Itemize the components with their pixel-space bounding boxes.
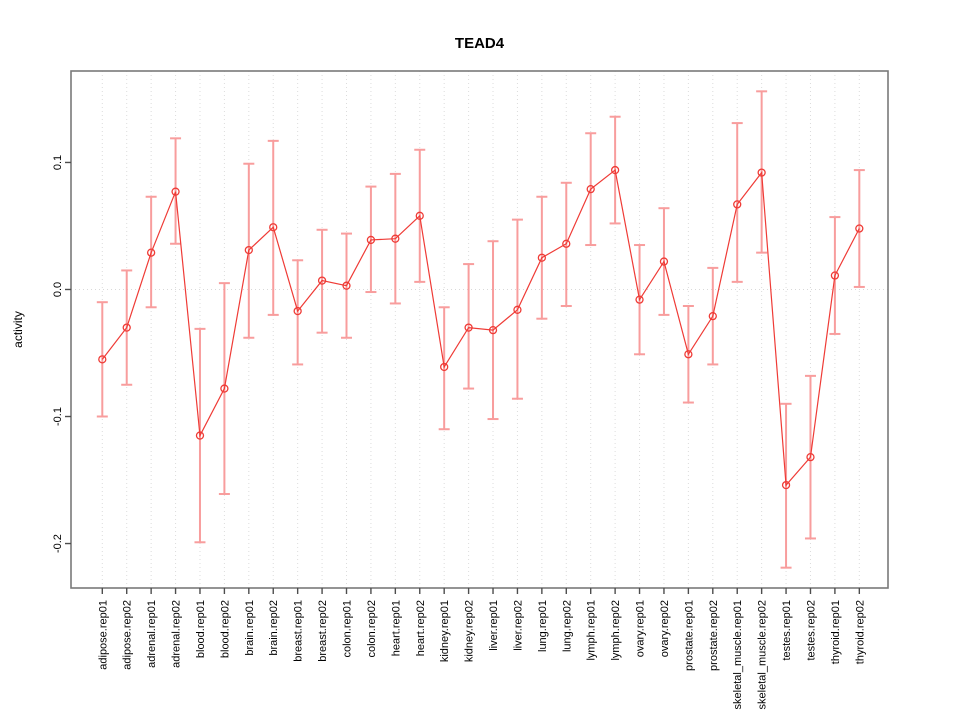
x-tick-label: lymph.rep02: [610, 600, 622, 661]
chart-title: TEAD4: [455, 35, 505, 52]
data-point: [98, 355, 107, 364]
data-point: [757, 168, 766, 177]
x-tick-label: lymph.rep01: [586, 600, 598, 661]
x-tick-label: liver.rep01: [488, 600, 500, 651]
y-tick-label: -0.2: [52, 534, 64, 553]
data-point: [610, 165, 620, 175]
data-point: [269, 223, 278, 232]
x-tick-label: prostate.rep01: [683, 600, 695, 671]
data-point: [635, 295, 644, 304]
data-point: [464, 323, 473, 332]
x-tick-label: prostate.rep02: [708, 600, 720, 671]
x-tick-label: testes.rep01: [781, 600, 793, 661]
x-tick-label: adipose.rep01: [97, 600, 109, 670]
data-point: [708, 312, 717, 321]
x-tick-label: adipose.rep02: [122, 600, 134, 670]
x-tick-label: skeletal_muscle.rep02: [757, 600, 769, 709]
data-point: [293, 306, 302, 316]
error-bar-layer: [96, 90, 865, 569]
x-tick-label: heart.rep01: [390, 600, 402, 656]
x-tick-label: blood.rep01: [195, 600, 207, 658]
x-tick-label: blood.rep02: [219, 600, 231, 658]
x-tick-label: brain.rep01: [244, 600, 256, 656]
data-point: [488, 325, 498, 335]
data-point: [562, 239, 571, 248]
data-point: [806, 453, 815, 462]
x-tick-label: liver.rep02: [512, 600, 524, 651]
x-tick-label: breast.rep01: [293, 600, 305, 662]
x-tick-label: testes.rep02: [805, 600, 817, 661]
data-point: [733, 200, 742, 209]
axis-layer: 0.1 0.0 -0.1 -0.2 adipose.rep01 adipose.rep02…: [52, 70, 889, 709]
x-tick-label: colon.rep02: [366, 600, 378, 658]
series-layer: [98, 165, 864, 490]
grid-layer: [71, 71, 888, 588]
x-tick-label: kidney.rep01: [439, 600, 451, 662]
y-tick-label: 0.0: [52, 282, 64, 297]
data-point: [415, 211, 424, 220]
x-tick-label: lung.rep02: [561, 600, 573, 652]
x-tick-label: ovary.rep02: [659, 600, 671, 657]
data-point: [122, 323, 131, 332]
x-tick-label: thyroid.rep02: [854, 600, 866, 664]
data-point: [440, 362, 449, 372]
x-tick-label: kidney.rep02: [464, 600, 476, 662]
x-tick-label: thyroid.rep01: [830, 600, 842, 664]
x-tick-label: brain.rep02: [268, 600, 280, 656]
data-point: [659, 257, 669, 266]
y-axis-label: activity: [11, 311, 25, 348]
data-point: [171, 187, 180, 196]
data-point: [855, 224, 864, 233]
x-tick-label: adrenal.rep01: [146, 600, 158, 668]
data-point: [195, 431, 205, 440]
y-tick-label: -0.1: [52, 407, 64, 426]
data-point: [537, 253, 547, 262]
data-point: [342, 281, 351, 290]
data-point: [586, 184, 595, 194]
data-point: [684, 350, 693, 359]
data-point: [366, 235, 376, 245]
data-point: [513, 305, 522, 314]
data-point: [830, 271, 840, 280]
x-tick-label: adrenal.rep02: [171, 600, 183, 668]
series-line: [101, 169, 860, 487]
x-tick-label: skeletal_muscle.rep01: [732, 600, 744, 709]
data-point: [781, 480, 791, 490]
x-tick-label: heart.rep02: [415, 600, 427, 656]
data-point: [146, 248, 156, 257]
plot-border: [70, 70, 889, 589]
data-point: [317, 276, 327, 285]
x-tick-label: ovary.rep01: [635, 600, 647, 657]
x-tick-label: colon.rep01: [342, 600, 354, 658]
data-point: [220, 384, 229, 393]
x-tick-label: breast.rep02: [317, 600, 329, 662]
data-point: [244, 245, 253, 255]
y-tick-label: 0.1: [52, 155, 64, 170]
data-point: [391, 234, 400, 243]
x-tick-label: lung.rep01: [537, 600, 549, 652]
